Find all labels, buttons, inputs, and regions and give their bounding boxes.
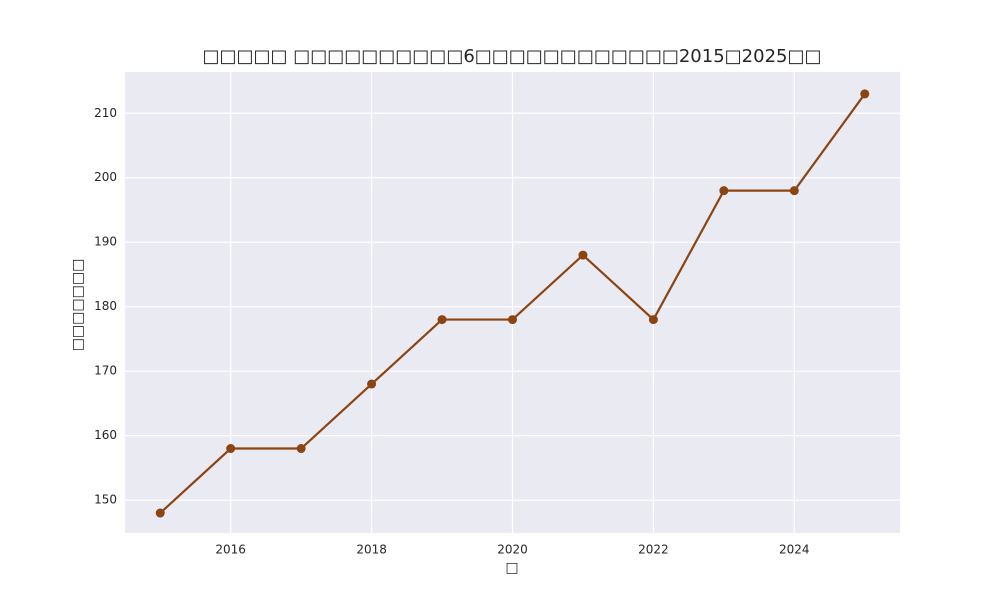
y-tick-label: 200 xyxy=(94,170,117,184)
point xyxy=(437,315,447,325)
point xyxy=(508,315,517,325)
y-tick-label: 150 xyxy=(94,493,117,507)
point xyxy=(578,250,588,260)
point xyxy=(226,444,236,454)
chart-title: □□□□□ □□□□□□□□□□6□□□□□□□□□□□□2015□2025□□ xyxy=(203,46,822,67)
point xyxy=(648,315,658,325)
y-tick-label: 180 xyxy=(94,299,117,313)
y-tick-label: 170 xyxy=(94,364,117,378)
point xyxy=(860,89,870,99)
x-tick-label: 2018 xyxy=(356,543,387,557)
point xyxy=(296,444,306,454)
point xyxy=(789,186,799,196)
x-tick-label: 2020 xyxy=(497,543,528,557)
y-tick-label: 160 xyxy=(94,428,117,442)
x-axis-label: □ xyxy=(505,560,518,576)
y-tick-label: 210 xyxy=(94,106,117,120)
point xyxy=(367,379,377,389)
x-tick-label: 2022 xyxy=(638,543,669,557)
point xyxy=(719,186,729,196)
point xyxy=(155,508,165,518)
x-tick-label: 2016 xyxy=(215,543,246,557)
y-tick-label: 190 xyxy=(94,235,117,249)
y-axis-label: □□□□□□□ xyxy=(70,259,86,352)
x-tick-label: 2024 xyxy=(779,543,810,557)
